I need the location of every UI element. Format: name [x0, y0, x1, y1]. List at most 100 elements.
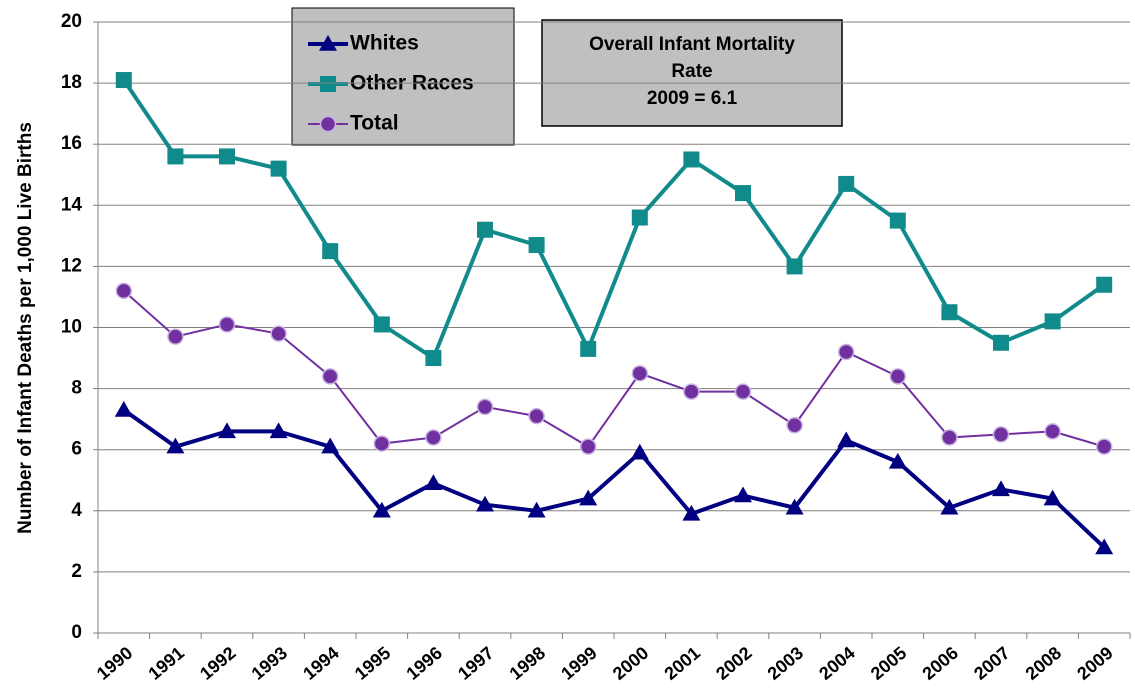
line	[122, 78, 1106, 361]
marker	[889, 212, 906, 229]
x-tick-label: 1997	[454, 643, 498, 684]
marker	[579, 489, 598, 506]
grid	[93, 21, 1130, 634]
marker	[218, 316, 236, 333]
x-tick-label: 2005	[867, 643, 911, 684]
series	[114, 400, 1114, 555]
marker	[993, 334, 1009, 351]
marker	[631, 365, 649, 382]
x-tick-label: 1996	[402, 643, 446, 684]
marker	[785, 498, 804, 515]
marker	[372, 501, 391, 518]
marker	[631, 209, 648, 226]
marker	[270, 160, 287, 177]
series	[115, 72, 1113, 367]
marker	[734, 383, 752, 400]
marker	[269, 422, 288, 439]
marker	[320, 76, 336, 92]
marker	[682, 504, 701, 521]
x-tick-label: 1998	[506, 643, 550, 684]
y-tick-label: 0	[71, 622, 82, 643]
marker	[992, 426, 1010, 443]
marker	[837, 343, 855, 361]
annotation-text: Overall Infant Mortality	[589, 34, 795, 55]
x-tick-label: 1999	[557, 643, 601, 684]
marker	[734, 486, 752, 503]
marker	[579, 438, 597, 455]
marker	[1096, 276, 1113, 293]
annotation-box	[541, 19, 843, 127]
marker	[735, 185, 751, 202]
marker	[476, 398, 494, 416]
marker	[683, 383, 700, 400]
marker	[373, 316, 390, 333]
y-tick-label: 20	[61, 11, 82, 32]
marker	[167, 328, 184, 345]
marker	[1095, 538, 1114, 555]
marker	[218, 422, 236, 439]
x-tick-label: 1995	[351, 643, 395, 684]
marker	[630, 443, 649, 460]
x-tick-label: 2008	[1022, 643, 1066, 684]
marker	[786, 417, 803, 434]
x-tick-label: 2009	[1073, 643, 1117, 684]
marker	[166, 437, 185, 454]
y-axis-label: Number of Infant Deaths per 1,000 Live B…	[15, 122, 36, 534]
y-tick-label: 18	[61, 72, 82, 93]
marker	[373, 435, 391, 452]
x-tick-label: 2007	[970, 643, 1014, 684]
x-tick-label: 2000	[609, 643, 653, 684]
x-tick-label: 2003	[764, 643, 808, 684]
marker	[477, 221, 493, 238]
x-tick-label: 2002	[712, 643, 756, 684]
legend-label: Total	[350, 112, 399, 135]
marker	[527, 501, 546, 518]
marker	[319, 115, 337, 133]
x-tick-label: 1994	[299, 643, 343, 684]
marker	[838, 175, 855, 192]
y-tick-label: 14	[61, 194, 83, 215]
legend-label: Whites	[350, 32, 419, 55]
annotation: Overall Infant Mortality Rate 2009 = 6.1	[541, 19, 843, 127]
marker	[114, 400, 133, 417]
x-tick-label: 1990	[93, 643, 137, 684]
annotation-text: Rate	[671, 61, 712, 82]
marker	[888, 452, 907, 469]
marker	[322, 243, 339, 260]
y-tick-label: 10	[61, 317, 82, 338]
marker	[476, 495, 494, 512]
y-tick-label: 6	[71, 439, 82, 460]
y-tick-label: 2	[71, 561, 82, 582]
marker	[941, 429, 958, 446]
marker	[941, 304, 958, 321]
x-tick-label: 1991	[144, 643, 188, 684]
y-tick-label: 4	[71, 500, 82, 521]
marker	[1044, 423, 1061, 440]
line	[122, 408, 1106, 549]
marker	[425, 350, 442, 367]
x-tick-label: 2004	[815, 643, 859, 684]
marker	[528, 237, 545, 254]
marker	[425, 429, 442, 446]
marker	[321, 437, 340, 454]
line	[123, 290, 1105, 448]
marker	[270, 325, 287, 342]
y-tick-label: 8	[71, 378, 82, 399]
marker	[786, 258, 803, 275]
marker	[167, 148, 184, 165]
x-tick-label: 1993	[248, 643, 292, 684]
marker	[580, 340, 597, 357]
y-tick-label: 12	[61, 255, 82, 276]
x-tick-label: 2006	[918, 643, 962, 684]
marker	[1095, 438, 1113, 455]
marker	[115, 282, 133, 300]
marker	[219, 148, 235, 165]
marker	[683, 151, 700, 168]
marker	[940, 498, 959, 515]
marker	[837, 431, 856, 448]
marker	[321, 368, 339, 385]
marker	[115, 72, 132, 89]
